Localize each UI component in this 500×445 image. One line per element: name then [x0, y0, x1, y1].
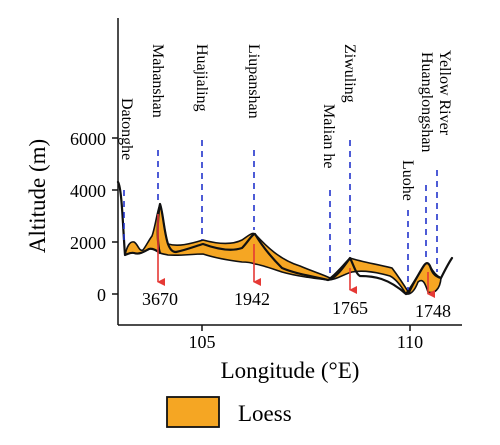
place-label: Huanglongshan	[418, 52, 435, 152]
axes: 6000 4000 2000 0 105 110 Altitude (m) Lo…	[25, 18, 462, 383]
location-markers	[123, 140, 438, 290]
elevation-label: 3670	[142, 289, 178, 309]
place-label: Yellow River	[436, 50, 453, 136]
elevation-labels: 3670 1942 1765 1748	[142, 289, 451, 321]
y-tick-label: 6000	[70, 129, 106, 149]
place-labels: Datonghe Mahanshan Huajialing Liupanshan…	[118, 44, 453, 201]
elevation-arrows	[157, 214, 435, 298]
loess-layer	[124, 203, 442, 295]
place-label: Liupanshan	[245, 44, 262, 119]
y-tick-label: 0	[97, 285, 106, 305]
y-tick-label: 4000	[70, 181, 106, 201]
legend: Loess	[166, 396, 292, 428]
place-label: Ziwuling	[341, 44, 358, 103]
x-tick-label: 110	[397, 332, 423, 352]
terrain-profile-line	[116, 180, 454, 296]
legend-swatch	[166, 396, 220, 428]
elevation-label: 1748	[415, 301, 451, 321]
place-label: Huajialing	[193, 44, 210, 112]
place-label: Datonghe	[118, 98, 135, 160]
place-label: Luohe	[399, 160, 416, 201]
elevation-label: 1765	[332, 298, 368, 318]
y-tick-label: 2000	[70, 233, 106, 253]
x-axis-label: Longitude (°E)	[221, 358, 360, 383]
x-tick-label: 105	[189, 332, 216, 352]
place-label: Mahanshan	[149, 44, 166, 118]
place-label: Malian he	[320, 104, 337, 168]
elevation-label: 1942	[234, 289, 270, 309]
y-axis-label: Altitude (m)	[25, 139, 50, 253]
legend-label: Loess	[238, 401, 292, 426]
